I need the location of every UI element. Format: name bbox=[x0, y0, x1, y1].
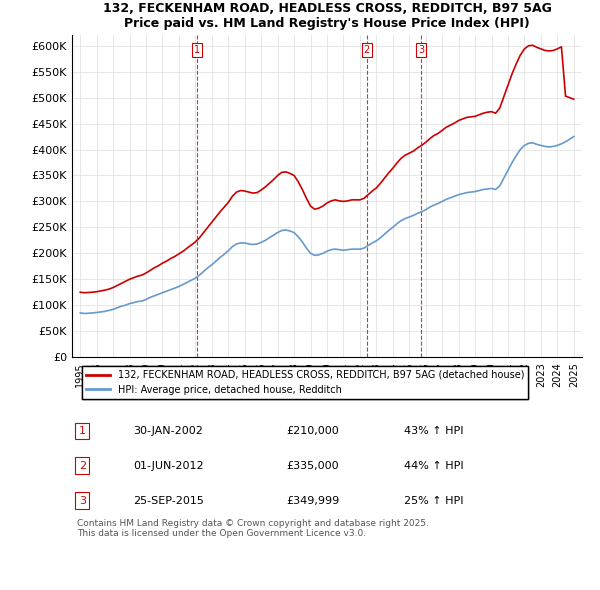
Text: £335,000: £335,000 bbox=[286, 461, 339, 471]
Text: 3: 3 bbox=[79, 496, 86, 506]
Text: 3: 3 bbox=[418, 45, 424, 55]
Text: 30-JAN-2002: 30-JAN-2002 bbox=[133, 426, 203, 436]
Text: 01-JUN-2012: 01-JUN-2012 bbox=[133, 461, 204, 471]
Text: 2: 2 bbox=[364, 45, 370, 55]
Text: £349,999: £349,999 bbox=[286, 496, 340, 506]
Text: 43% ↑ HPI: 43% ↑ HPI bbox=[404, 426, 463, 436]
Legend: 132, FECKENHAM ROAD, HEADLESS CROSS, REDDITCH, B97 5AG (detached house), HPI: Av: 132, FECKENHAM ROAD, HEADLESS CROSS, RED… bbox=[82, 366, 529, 399]
Text: 2: 2 bbox=[79, 461, 86, 471]
Text: 25% ↑ HPI: 25% ↑ HPI bbox=[404, 496, 463, 506]
Title: 132, FECKENHAM ROAD, HEADLESS CROSS, REDDITCH, B97 5AG
Price paid vs. HM Land Re: 132, FECKENHAM ROAD, HEADLESS CROSS, RED… bbox=[103, 2, 551, 30]
Text: 1: 1 bbox=[194, 45, 200, 55]
Text: 44% ↑ HPI: 44% ↑ HPI bbox=[404, 461, 463, 471]
Text: Contains HM Land Registry data © Crown copyright and database right 2025.
This d: Contains HM Land Registry data © Crown c… bbox=[77, 519, 429, 538]
Text: 25-SEP-2015: 25-SEP-2015 bbox=[133, 496, 204, 506]
Text: £210,000: £210,000 bbox=[286, 426, 339, 436]
Text: 1: 1 bbox=[79, 426, 86, 436]
